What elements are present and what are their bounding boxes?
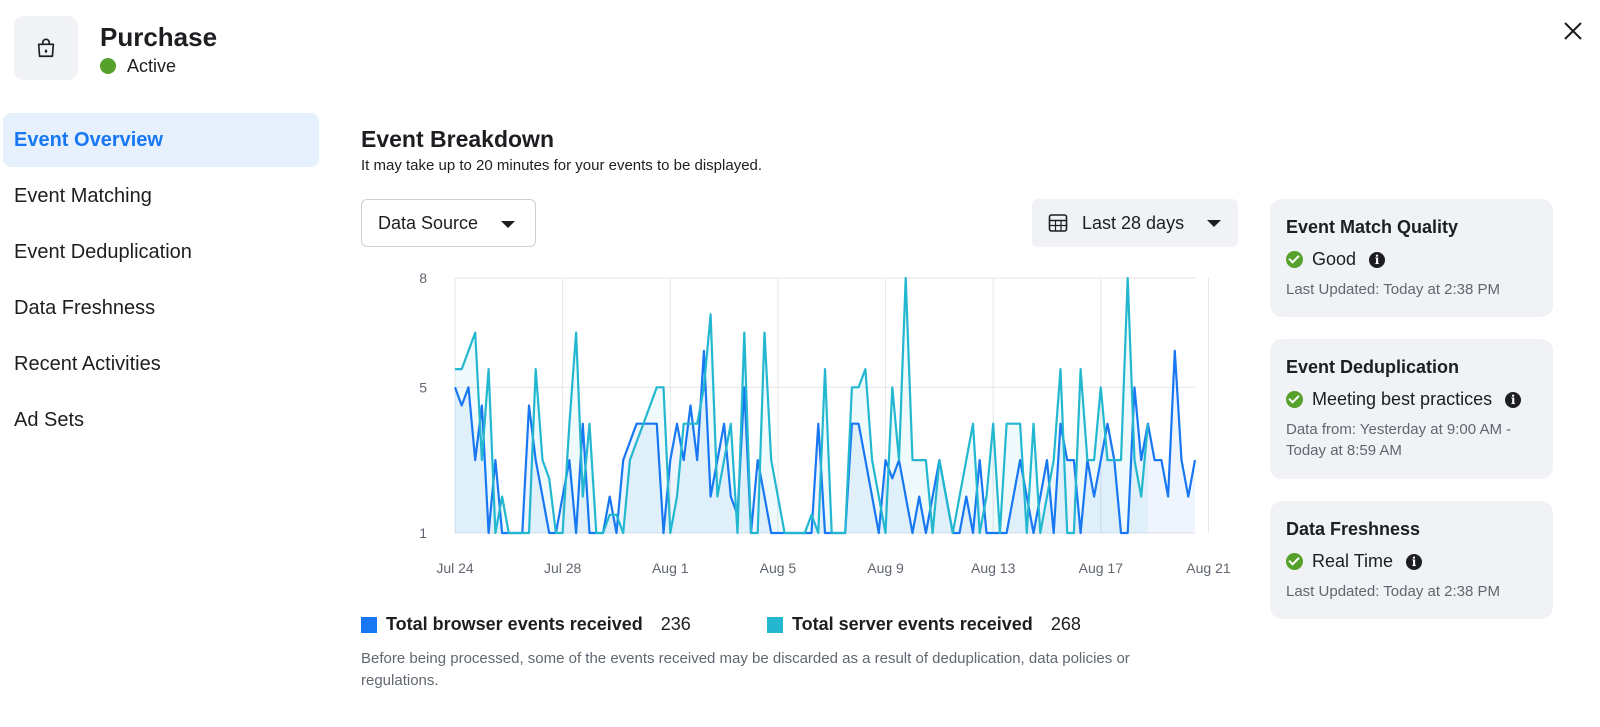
- browser-events-line: [453, 349, 1197, 535]
- x-tick-label: Aug 21: [1186, 560, 1230, 576]
- x-tick-label: Jul 28: [544, 560, 582, 576]
- event-deduplication-card: Event Deduplication Meeting best practic…: [1270, 339, 1553, 479]
- card-status: Meeting best practices i: [1286, 389, 1537, 410]
- x-tick-label: Aug 9: [867, 560, 904, 576]
- card-status-text: Real Time: [1312, 551, 1394, 571]
- card-title: Data Freshness: [1286, 519, 1421, 539]
- sidebar-item-event-matching[interactable]: Event Matching: [14, 184, 152, 207]
- legend-server-swatch: [767, 616, 783, 633]
- event-breakdown-chart: Jul 24 Jul 28 Aug 1 Aug 5 Aug 9 Aug 13 Aug 17 A…: [419, 270, 1230, 576]
- card-status: Good i: [1286, 249, 1537, 270]
- sidebar-item-ad-sets[interactable]: Ad Sets: [14, 408, 85, 431]
- date-range-dropdown[interactable]: Last 28 days: [1032, 199, 1238, 247]
- check-circle-icon: [1286, 553, 1303, 570]
- card-status: Real Time i: [1286, 551, 1537, 572]
- chart-labels: Jul 24 Jul 28 Aug 1 Aug 5 Aug 9 Aug 13 Aug 17 A…: [419, 270, 1230, 576]
- caret-down-icon: [501, 221, 515, 228]
- x-tick-label: Jul 24: [436, 560, 474, 576]
- chart-lines: [453, 276, 1197, 535]
- close-icon: [1564, 22, 1582, 40]
- x-tick-label: Aug 1: [652, 560, 689, 576]
- status-indicator: Active: [100, 56, 217, 77]
- y-tick-label: 5: [419, 379, 427, 395]
- y-tick-label: 1: [419, 525, 427, 541]
- x-tick-label: Aug 17: [1079, 560, 1124, 576]
- legend-browser: Total browser events received 236: [361, 614, 691, 635]
- card-meta-line1: Data from: Yesterday at 9:00 AM -: [1286, 421, 1512, 438]
- section-title: Event Breakdown: [361, 126, 554, 152]
- legend-browser-swatch: [361, 616, 377, 633]
- calendar-table-icon: [1048, 214, 1068, 232]
- legend-browser-label: Total browser events received: [386, 614, 643, 634]
- shopping-bag-icon: [37, 38, 55, 58]
- sidebar-item-event-overview[interactable]: Event Overview: [3, 113, 319, 167]
- legend-browser-value: 236: [660, 614, 691, 634]
- sidebar-item-event-deduplication[interactable]: Event Deduplication: [14, 240, 192, 263]
- close-button[interactable]: [1560, 18, 1586, 44]
- server-events-line: [455, 276, 1149, 535]
- page-header: Purchase Active: [14, 16, 217, 80]
- card-meta: Last Updated: Today at 2:38 PM: [1286, 583, 1501, 600]
- y-tick-label: 8: [419, 270, 427, 286]
- sidebar-nav: Event Overview Event Matching Event Dedu…: [3, 113, 319, 449]
- card-title: Event Deduplication: [1286, 357, 1460, 377]
- chart-fill: [455, 278, 1195, 533]
- sidebar-item-recent-activities[interactable]: Recent Activities: [14, 352, 161, 375]
- legend-server: Total server events received 268: [767, 614, 1081, 635]
- sidebar-item-data-freshness[interactable]: Data Freshness: [14, 296, 156, 319]
- card-status-text: Good: [1312, 249, 1357, 269]
- series-area-0: [455, 350, 1195, 533]
- status-dot: [100, 58, 116, 74]
- series-area-1: [455, 278, 1148, 533]
- status-text: Active: [127, 55, 177, 76]
- x-tick-label: Aug 5: [760, 560, 797, 576]
- card-meta: Data from: Yesterday at 9:00 AM - Today …: [1286, 419, 1537, 461]
- event-icon-container: [14, 16, 78, 80]
- section-subtitle: It may take up to 20 minutes for your ev…: [361, 157, 763, 174]
- event-match-quality-card: Event Match Quality Good i Last Updated:…: [1270, 199, 1553, 317]
- info-icon[interactable]: i: [1505, 391, 1522, 408]
- date-range-label: Last 28 days: [1082, 212, 1185, 233]
- data-freshness-card: Data Freshness Real Time i Last Updated:…: [1270, 501, 1553, 619]
- card-status-text: Meeting best practices: [1312, 389, 1493, 409]
- x-tick-label: Aug 13: [971, 560, 1016, 576]
- check-circle-icon: [1286, 391, 1303, 408]
- page-title: Purchase: [100, 21, 218, 52]
- chart-footnote: Before being processed, some of the even…: [361, 650, 1130, 689]
- card-meta: Last Updated: Today at 2:38 PM: [1286, 281, 1501, 298]
- data-source-label: Data Source: [378, 212, 479, 233]
- caret-down-icon: [1207, 220, 1221, 227]
- legend-server-value: 268: [1050, 614, 1081, 634]
- legend-server-label: Total server events received: [792, 614, 1033, 634]
- data-source-dropdown[interactable]: Data Source: [361, 199, 536, 247]
- card-title: Event Match Quality: [1286, 217, 1459, 237]
- check-circle-icon: [1286, 251, 1303, 268]
- info-icon[interactable]: i: [1369, 251, 1386, 268]
- info-icon[interactable]: i: [1406, 553, 1423, 570]
- card-meta-line2: Today at 8:59 AM: [1286, 442, 1402, 459]
